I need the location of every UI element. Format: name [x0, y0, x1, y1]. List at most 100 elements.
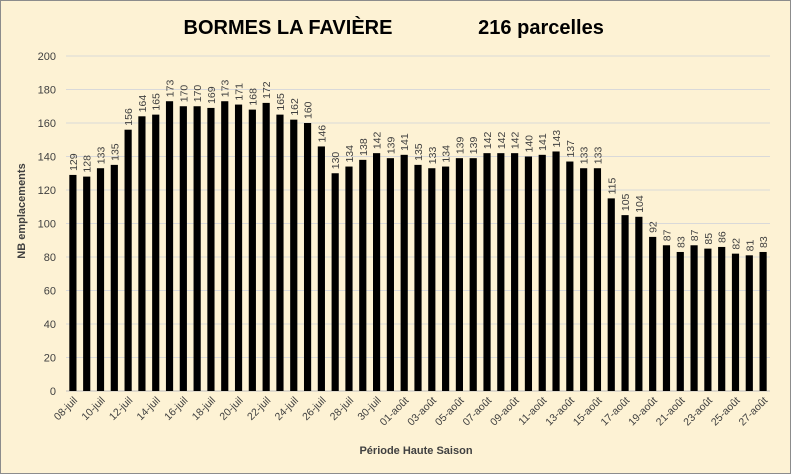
- data-label: 142: [482, 131, 494, 149]
- data-label: 133: [96, 147, 108, 165]
- data-label: 81: [744, 239, 756, 251]
- y-axis-ticks: 0 20 40 60 80 100 120 140 160 180 200: [38, 51, 56, 398]
- x-tick-label: 17-août: [599, 395, 633, 429]
- y-tick-label: 60: [44, 286, 56, 298]
- bar: [455, 158, 464, 391]
- data-label: 173: [220, 80, 232, 98]
- bar: [511, 153, 519, 391]
- bar: [221, 101, 229, 391]
- bar: [524, 156, 533, 391]
- x-tick-label: 20-juil: [217, 395, 245, 423]
- x-tick-label: 09-août: [488, 395, 522, 429]
- chart-title: BORMES LA FAVIÈRE: [184, 16, 393, 39]
- x-tick-label: 25-août: [709, 395, 743, 429]
- data-label: 140: [523, 135, 535, 153]
- data-label: 104: [634, 195, 646, 213]
- data-label: 130: [330, 152, 342, 170]
- x-tick-label: 16-juil: [162, 395, 190, 423]
- data-label: 139: [468, 136, 480, 154]
- bar: [442, 166, 450, 391]
- x-tick-label: 28-juil: [328, 395, 356, 423]
- y-tick-label: 200: [38, 51, 56, 63]
- bar: [152, 114, 160, 391]
- y-tick-label: 40: [44, 319, 56, 331]
- bar: [138, 116, 146, 392]
- data-label: 139: [385, 136, 397, 154]
- data-label: 134: [344, 145, 356, 163]
- data-label: 170: [178, 85, 190, 103]
- data-label: 82: [730, 238, 742, 250]
- data-label: 133: [592, 147, 604, 165]
- bar: [179, 106, 187, 391]
- x-tick-label: 27-août: [737, 395, 771, 429]
- bar: [303, 123, 312, 391]
- x-tick-label: 05-août: [433, 395, 467, 429]
- x-tick-label: 23-août: [681, 395, 715, 429]
- bar: [538, 154, 546, 391]
- bars: [69, 101, 767, 392]
- bar: [207, 107, 215, 392]
- data-label: 86: [717, 231, 729, 243]
- data-label: 160: [303, 101, 315, 119]
- data-label: 156: [123, 108, 135, 126]
- bar: [345, 166, 353, 391]
- data-label: 171: [234, 83, 246, 101]
- bar: [745, 255, 753, 391]
- data-label: 138: [358, 138, 370, 156]
- bar: [635, 216, 643, 391]
- data-label: 143: [551, 130, 563, 148]
- x-tick-label: 22-juil: [245, 395, 273, 423]
- bar: [83, 176, 91, 391]
- x-tick-label: 21-août: [654, 395, 688, 429]
- bar: [331, 173, 339, 391]
- y-tick-label: 160: [38, 118, 56, 130]
- data-label: 146: [316, 125, 328, 143]
- x-tick-label: 13-août: [543, 395, 577, 429]
- data-label: 92: [648, 221, 660, 233]
- y-tick-label: 140: [38, 152, 56, 164]
- bar: [497, 153, 505, 391]
- data-label: 133: [427, 147, 439, 165]
- data-label: 169: [206, 86, 218, 104]
- bar: [607, 198, 615, 391]
- data-label: 139: [454, 136, 466, 154]
- bar: [290, 119, 298, 392]
- bar: [483, 153, 491, 391]
- data-label: 142: [372, 131, 384, 149]
- chart-subtitle: 216 parcelles: [478, 17, 604, 39]
- x-tick-label: 24-juil: [273, 395, 301, 423]
- bar: [566, 161, 574, 391]
- x-tick-label: 15-août: [571, 395, 605, 429]
- data-label: 170: [192, 85, 204, 103]
- data-label: 172: [261, 81, 273, 99]
- data-label: 141: [399, 133, 411, 151]
- bar: [234, 104, 243, 391]
- bar: [718, 246, 726, 391]
- bar: [372, 153, 381, 391]
- bar: [593, 168, 602, 391]
- data-label: 142: [496, 131, 508, 149]
- bar: [704, 248, 712, 391]
- data-label: 135: [413, 143, 425, 161]
- bar: [124, 129, 132, 391]
- x-tick-label: 10-juil: [79, 395, 107, 423]
- y-tick-label: 100: [38, 219, 56, 231]
- bar: [110, 164, 118, 391]
- data-label: 83: [758, 236, 770, 248]
- data-label: 164: [137, 95, 149, 113]
- data-label: 135: [109, 143, 121, 161]
- y-tick-label: 180: [38, 85, 56, 97]
- bar: [580, 168, 588, 391]
- data-label: 137: [565, 140, 577, 158]
- x-axis-title: Période Haute Saison: [359, 445, 472, 457]
- bar: [759, 251, 767, 391]
- x-tick-label: 08-juil: [52, 395, 80, 423]
- bar: [414, 164, 422, 391]
- bar: [621, 215, 629, 391]
- x-tick-label: 03-août: [405, 395, 439, 429]
- data-label: 173: [165, 80, 177, 98]
- data-label: 165: [151, 93, 163, 111]
- bar: [96, 168, 105, 391]
